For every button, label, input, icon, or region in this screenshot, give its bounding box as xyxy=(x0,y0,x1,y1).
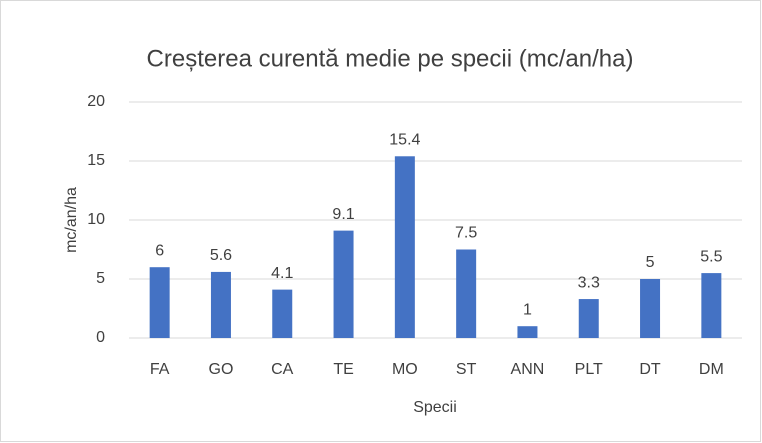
bar xyxy=(517,326,538,338)
bar xyxy=(333,230,354,338)
x-tick-label: DM xyxy=(699,361,724,378)
chart-title: Creșterea curentă medie pe specii (mc/an… xyxy=(147,45,634,72)
x-tick-label: ST xyxy=(456,361,477,378)
data-label: 5.5 xyxy=(700,248,722,265)
y-tick-label: 10 xyxy=(87,211,105,228)
data-label: 5.6 xyxy=(210,247,232,264)
data-label: 1 xyxy=(523,301,532,318)
data-label: 9.1 xyxy=(332,206,354,223)
bar xyxy=(149,267,170,338)
y-tick-label: 15 xyxy=(87,152,105,169)
data-label: 6 xyxy=(155,242,164,259)
x-axis-label: Specii xyxy=(413,399,457,416)
bar xyxy=(456,249,477,338)
bar xyxy=(640,279,661,338)
bar xyxy=(394,156,415,338)
data-label: 15.4 xyxy=(389,131,420,148)
bar xyxy=(210,271,231,338)
data-label: 5 xyxy=(646,254,655,271)
x-tick-label: MO xyxy=(392,361,418,378)
x-tick-label: PLT xyxy=(575,361,603,378)
y-tick-label: 20 xyxy=(87,93,105,110)
x-tick-label: GO xyxy=(209,361,234,378)
data-label: 7.5 xyxy=(455,225,477,242)
y-tick-label: 0 xyxy=(96,329,105,346)
bar xyxy=(578,299,599,338)
x-tick-label: TE xyxy=(333,361,353,378)
bar xyxy=(701,273,722,338)
x-tick-label: DT xyxy=(639,361,661,378)
bar xyxy=(272,289,293,338)
y-tick-label: 5 xyxy=(96,270,105,287)
x-tick-label: FA xyxy=(150,361,170,378)
data-label: 4.1 xyxy=(271,265,293,282)
y-axis-label: mc/an/ha xyxy=(63,187,80,253)
data-label: 3.3 xyxy=(578,274,600,291)
x-tick-label: ANN xyxy=(511,361,545,378)
x-tick-label: CA xyxy=(271,361,294,378)
